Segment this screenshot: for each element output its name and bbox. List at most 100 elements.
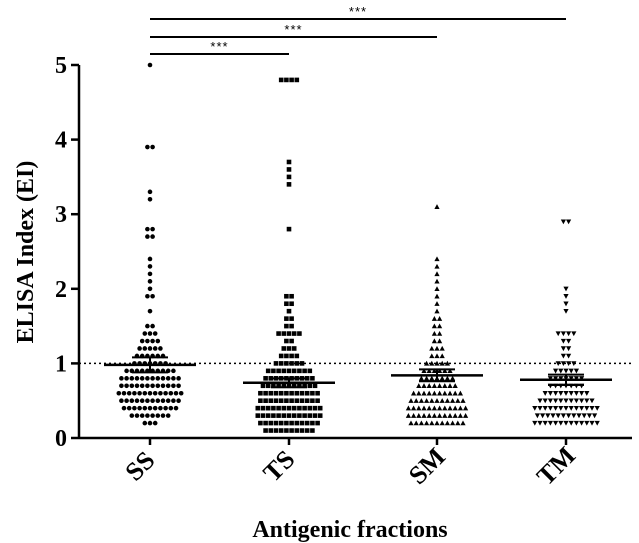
data-point <box>532 405 538 411</box>
data-point <box>434 293 440 299</box>
data-point <box>431 330 437 336</box>
data-point <box>304 398 310 403</box>
data-point <box>176 376 181 381</box>
data-point <box>291 346 297 351</box>
data-point <box>147 308 153 314</box>
data-point <box>150 398 155 404</box>
data-point <box>165 398 171 404</box>
data-point <box>278 398 284 403</box>
data-point <box>145 226 150 232</box>
data-point <box>158 405 163 411</box>
data-point <box>134 376 140 381</box>
data-point <box>439 353 445 359</box>
data-point <box>560 331 566 337</box>
axes <box>77 65 632 440</box>
data-point <box>299 398 305 403</box>
data-point <box>592 413 598 419</box>
data-point <box>142 390 148 396</box>
data-point <box>121 405 127 411</box>
data-point <box>563 308 569 314</box>
data-point <box>147 405 153 411</box>
data-point <box>571 331 577 337</box>
data-point <box>260 383 266 389</box>
data-point <box>263 420 268 426</box>
data-point <box>147 256 153 262</box>
data-point <box>147 390 153 396</box>
data-point <box>431 405 437 411</box>
data-point <box>418 375 424 381</box>
data-point <box>315 398 320 403</box>
data-point <box>307 383 313 389</box>
data-point <box>563 286 569 292</box>
data-point <box>563 420 569 426</box>
data-point <box>434 256 440 262</box>
data-point <box>426 413 432 418</box>
data-point <box>284 316 289 321</box>
data-point <box>563 405 569 411</box>
data-point <box>276 331 281 336</box>
data-point <box>424 398 430 403</box>
data-point <box>431 383 437 388</box>
data-point <box>150 234 155 239</box>
data-point <box>302 413 307 418</box>
data-point <box>289 390 294 396</box>
data-point <box>271 383 276 389</box>
data-point <box>429 353 435 359</box>
data-point <box>265 368 271 374</box>
data-point <box>289 398 294 403</box>
data-point <box>145 234 150 239</box>
data-point <box>286 413 292 418</box>
data-point <box>289 301 294 307</box>
data-point <box>294 428 300 433</box>
data-point <box>315 390 320 396</box>
data-point <box>150 226 155 232</box>
data-point <box>589 398 595 404</box>
data-point <box>312 413 318 418</box>
data-point <box>297 368 302 374</box>
data-point <box>273 361 279 366</box>
data-point <box>291 368 297 374</box>
data-point <box>555 413 561 419</box>
data-point <box>165 383 171 389</box>
data-point <box>566 346 572 352</box>
data-point <box>426 405 432 411</box>
data-point <box>545 413 551 419</box>
data-point <box>568 376 574 381</box>
data-point <box>434 308 440 314</box>
data-point <box>589 420 595 426</box>
data-point <box>284 420 289 426</box>
data-point <box>566 338 572 344</box>
data-point <box>429 345 435 351</box>
data-point <box>579 398 585 404</box>
data-point <box>429 420 435 426</box>
data-point <box>289 323 294 329</box>
data-point <box>437 383 443 388</box>
data-point <box>165 413 171 418</box>
data-point <box>573 420 579 426</box>
data-point <box>457 413 463 418</box>
data-point <box>558 376 564 381</box>
data-point <box>271 413 276 418</box>
data-point <box>566 413 572 419</box>
data-point <box>150 323 155 329</box>
data-point <box>426 383 432 388</box>
data-point <box>416 413 422 418</box>
data-point <box>152 346 158 351</box>
data-point <box>119 383 124 389</box>
data-point <box>418 420 424 426</box>
data-point <box>547 405 553 411</box>
data-point <box>297 405 302 411</box>
data-point <box>450 398 456 403</box>
data-point <box>447 368 453 374</box>
data-point <box>421 413 427 418</box>
data-point <box>289 353 294 359</box>
data-point <box>312 405 318 411</box>
data-point <box>411 390 417 396</box>
data-point <box>452 405 458 411</box>
data-point <box>278 420 284 426</box>
y-tick-label: 1 <box>55 351 67 377</box>
data-point <box>302 383 307 389</box>
data-point <box>571 361 577 366</box>
data-point <box>439 345 445 351</box>
data-point <box>437 368 443 374</box>
